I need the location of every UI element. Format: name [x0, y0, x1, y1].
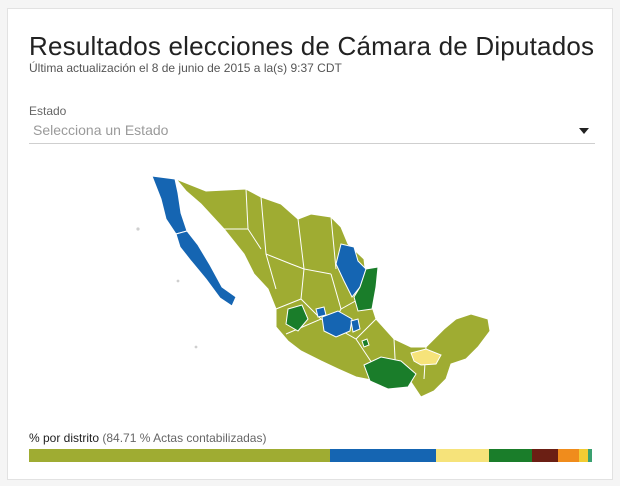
mexico-map — [136, 175, 491, 398]
page-title: Resultados elecciones de Cámara de Diput… — [29, 31, 595, 61]
map-state-chiapas[interactable] — [363, 356, 417, 390]
distribution-segment[interactable] — [579, 449, 589, 462]
map-state-guanajuato[interactable] — [321, 310, 353, 338]
distribution-segment[interactable] — [29, 449, 331, 462]
map-island — [136, 227, 140, 231]
distribution-segment[interactable] — [557, 449, 580, 462]
district-legend-title: % por distrito — [29, 431, 100, 445]
map-mainland[interactable] — [175, 178, 491, 398]
district-distribution-bar — [29, 449, 592, 462]
state-select-placeholder: Selecciona un Estado — [33, 122, 169, 138]
map-island — [194, 345, 198, 349]
map-state-tamaulipas[interactable] — [353, 266, 379, 312]
map-island — [176, 279, 180, 283]
results-card: Resultados elecciones de Cámara de Diput… — [7, 8, 613, 480]
map-state-tabasco[interactable] — [410, 348, 442, 366]
district-legend-detail: (84.71 % Actas contabilizadas) — [102, 431, 267, 445]
map-state-baja-california-sur[interactable] — [175, 230, 237, 307]
distribution-segment[interactable] — [588, 449, 592, 462]
map-state-cdmx[interactable] — [361, 338, 370, 348]
state-select-label: Estado — [29, 104, 67, 118]
map-state-queretaro[interactable] — [350, 318, 361, 333]
map-state-colima[interactable] — [285, 304, 309, 332]
distribution-segment[interactable] — [330, 449, 437, 462]
distribution-segment[interactable] — [488, 449, 532, 462]
chevron-down-icon[interactable] — [579, 128, 589, 134]
distribution-segment[interactable] — [531, 449, 558, 462]
state-select[interactable]: Selecciona un Estado — [29, 118, 595, 144]
district-legend-label: % por distrito (84.71 % Actas contabiliz… — [29, 431, 266, 445]
map-state-aguascalientes[interactable] — [315, 306, 327, 318]
distribution-segment[interactable] — [436, 449, 489, 462]
last-updated: Última actualización el 8 de junio de 20… — [29, 61, 342, 75]
